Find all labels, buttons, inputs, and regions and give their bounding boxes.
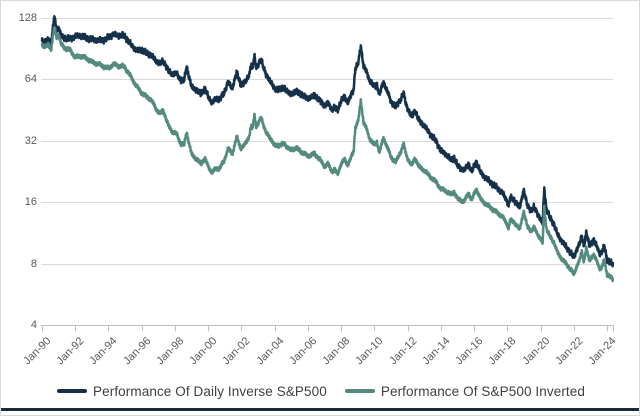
y-axis-tick-label: 64: [24, 73, 37, 86]
legend-label-sp500-inverted: Performance Of S&P500 Inverted: [380, 383, 585, 399]
legend-line-swatch-teal: [344, 389, 375, 393]
legend-label-daily-inverse: Performance Of Daily Inverse S&P500: [93, 383, 327, 399]
y-axis-tick-label: 8: [30, 257, 37, 270]
y-axis-tick-label: 4: [30, 319, 37, 331]
bottom-divider-bar: [1, 408, 639, 411]
y-axis-tick-label: 32: [24, 134, 37, 147]
legend-item-daily-inverse-sp500: Performance Of Daily Inverse S&P500: [57, 384, 327, 399]
chart-legend: Performance Of Daily Inverse S&P500 Perf…: [1, 380, 639, 402]
y-axis-tick-label: 128: [18, 12, 37, 24]
chart-plot-area: [40, 14, 615, 332]
series-line-sp500-inverted: [40, 26, 615, 283]
legend-line-swatch-navy: [57, 389, 88, 393]
y-axis-tick-label: 16: [24, 196, 37, 209]
legend-item-sp500-inverted: Performance Of S&P500 Inverted: [344, 383, 585, 399]
series-line-daily-inverse: [40, 14, 615, 268]
